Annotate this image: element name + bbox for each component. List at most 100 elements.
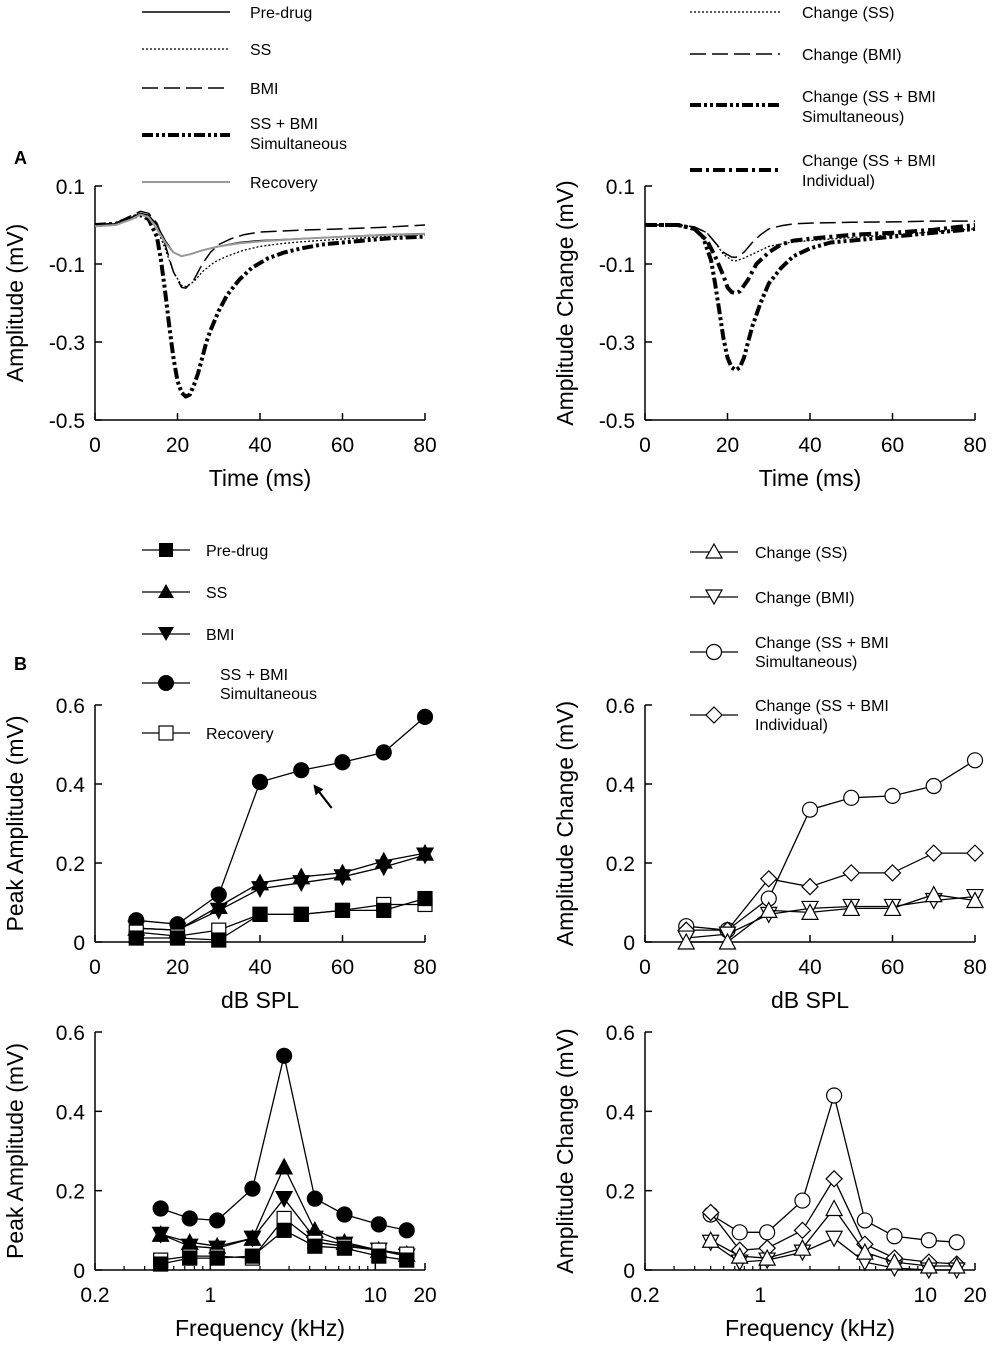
x-axis-label: Frequency (kHz) [725,1315,895,1341]
data-point-ch_sim [856,1212,873,1229]
series-pre_drug [128,890,433,948]
legend-b-label-change-bmi: Change (BMI) [755,590,855,607]
x-axis-label: Time (ms) [209,465,312,491]
data-point-bmi [374,859,393,877]
legend-b-label-bmi: BMI [206,627,234,644]
data-point-ch_ind [883,864,902,882]
data-point-ss [275,1157,294,1175]
data-point-ch_ss [730,1246,749,1264]
data-point-pre_drug [334,902,351,919]
data-point-ch_sim [925,777,942,795]
data-point-ch_ss [924,885,943,903]
series-ss_bmi [152,1047,415,1239]
legend-label-change-ind-line2: Individual) [802,173,875,190]
y-tick-label: 0.6 [56,1022,85,1045]
x-tick-label: 10 [914,1284,937,1307]
data-point-ss_bmi [293,762,310,779]
y-tick-label: 0 [73,1260,85,1283]
series-bmi [94,210,426,289]
legend-b-marker-ss-bmi [158,675,174,691]
x-tick-label: 0.2 [630,1284,659,1307]
legend-label-change-sim-line1: Change (SS + BMI [802,89,936,106]
series-line-bmi [94,210,426,289]
x-tick-label: 20 [166,956,189,979]
legend-b-label-change-ss: Change (SS) [755,545,848,562]
data-point-bmi [180,1238,199,1256]
data-point-pre_drug [182,1250,198,1266]
data-point-ch_sim [826,1087,843,1104]
data-point-ch_sim [843,789,860,806]
data-point-pre_drug [276,1222,292,1238]
y-tick-label: 0 [623,932,635,955]
data-point-ch_ss [793,1238,812,1256]
legend-b-marker-change-ind [705,706,723,724]
legend-a-left: Pre-drug SS BMI SS + BMI Simultaneous Re… [142,5,347,192]
x-tick-label: 80 [413,956,436,979]
legend-b-marker-bmi [158,627,174,641]
y-tick-label: 0 [623,1260,635,1283]
data-point-ch_ss [947,1256,966,1274]
data-point-bmi [333,869,352,887]
data-point-bmi [209,902,228,920]
y-tick-label: -0.5 [599,410,635,433]
legend-b-marker-ss [158,584,174,598]
data-point-ch_ss [842,899,861,917]
y-axis-label: Peak Amplitude (mV) [2,1043,28,1259]
legend-b-marker-change-ss [704,542,724,559]
data-point-ch_ind [759,869,778,888]
series-line-ch_sim [710,1093,957,1243]
data-point-ch_ind [842,864,861,882]
legend-label-change-ind-line1: Change (SS + BMI [802,153,936,170]
data-point-ch_bmi [825,1230,844,1248]
data-point-ss_bmi [375,744,392,761]
x-tick-label: 20 [716,434,739,457]
data-point-bmi [243,1230,262,1248]
legend-b-label-change-ind: Change (SS + BMI Individual) [755,698,893,734]
x-tick-label: 60 [881,956,904,979]
data-point-ss_bmi [181,1210,198,1227]
data-point-pre_drug [307,1238,323,1254]
series-line-ss_bmi [94,213,426,399]
series-line-ch_ss [645,224,976,262]
x-tick-label: 20 [166,434,189,457]
legend-label-change-ind: Change (SS + BMI Individual) [802,153,940,190]
series-line-recovery [94,213,426,258]
x-tick-label: 60 [331,956,354,979]
legend-label-change-sim-line2: Simultaneous) [802,109,904,126]
legend-b-marker-change-sim [705,643,723,661]
legend-b-label-ss-bmi-line1: SS + BMI [220,667,288,684]
data-point-ch_sim [884,787,901,804]
data-point-pre_drug [376,902,392,919]
data-point-ch_sim [801,801,819,818]
x-tick-label: 40 [248,956,271,979]
x-tick-label: 0 [89,956,101,979]
data-point-ss_bmi [336,1206,353,1223]
data-point-pre_drug [209,1250,225,1266]
data-point-ch_ss [966,891,984,909]
data-point-ch_ss [677,932,696,950]
x-tick-label: 80 [413,434,436,457]
x-tick-label: 1 [754,1284,766,1307]
panel-label-b: B [14,654,27,674]
legend-b-marker-recovery [158,725,174,741]
data-point-ss_bmi [416,708,434,725]
legend-b-label-ss-bmi: SS + BMI Simultaneous [220,667,317,703]
y-tick-label: 0.6 [56,695,85,718]
y-tick-label: 0.2 [56,853,85,876]
series-line-ss [94,212,426,288]
data-point-pre_drug [244,1248,261,1264]
legend-label-ss-bmi-line2: Simultaneous [250,136,347,153]
series-line-ss [160,1165,407,1255]
panel-label-a: A [14,148,27,168]
series-line-ch_sim [645,223,976,373]
y-tick-label: 0.2 [606,1181,635,1204]
data-point-ch_ss [825,1199,844,1217]
x-axis-label: Time (ms) [759,465,862,491]
series-ch_sim [702,1087,965,1251]
y-axis-label: Amplitude Change (mV) [552,701,578,946]
x-tick-label: 60 [331,434,354,457]
legend-label-ss: SS [250,42,271,59]
y-tick-label: -0.3 [599,332,635,355]
